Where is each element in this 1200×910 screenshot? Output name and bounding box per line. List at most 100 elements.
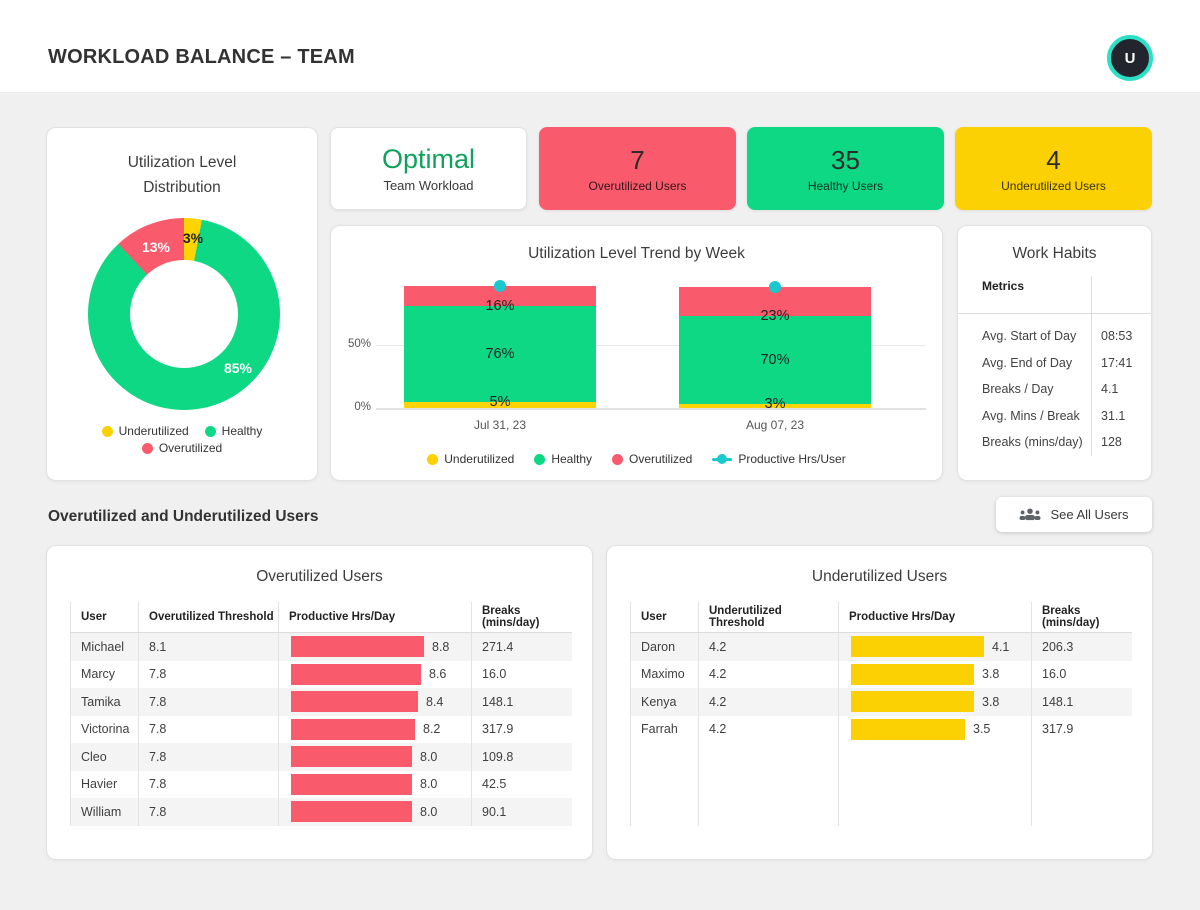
legend-item-underutilized[interactable]: Underutilized	[427, 452, 514, 466]
kpi-value: Optimal	[381, 144, 476, 174]
work-habits-title: Work Habits	[1012, 245, 1097, 262]
table-header-row: User Underutilized Threshold Productive …	[630, 602, 1132, 633]
table-row: Marcy 7.8 8.6 16.0	[70, 660, 572, 688]
y-tick-50: 50%	[347, 338, 371, 350]
underutilized-users-card: Underutilized Users User Underutilized T…	[606, 545, 1153, 860]
donut-label-healthy: 85%	[223, 360, 253, 376]
donut-legend: Underutilized Healthy Overutilized	[47, 424, 317, 455]
donut-card-title: Utilization Level Distribution	[127, 154, 237, 196]
productive-hours-bar	[291, 801, 412, 823]
table-row: William 7.8 8.0 90.1	[70, 798, 572, 826]
overutilized-table-title: Overutilized Users	[256, 568, 383, 585]
utilization-trend-card: Utilization Level Trend by Week 50% 0% 1…	[330, 225, 943, 481]
table-row: Cleo 7.8 8.0 109.8	[70, 743, 572, 771]
user-avatar[interactable]: U	[1107, 35, 1153, 81]
overutilized-dot-icon	[612, 453, 623, 465]
table-row: Victorina 7.8 8.2 317.9	[70, 715, 572, 743]
underutilized-table: User Underutilized Threshold Productive …	[630, 602, 1132, 826]
kpi-value: 4	[1046, 144, 1061, 175]
divider	[958, 313, 1151, 314]
habit-row: Avg. Mins / Break 31.1	[982, 408, 1126, 423]
legend-item-healthy[interactable]: Healthy	[204, 424, 262, 438]
kpi-label: Overutilized Users	[588, 178, 687, 193]
productive-hours-bar	[291, 718, 415, 740]
underutilized-segment: 3%	[679, 396, 871, 412]
donut-label-overutilized: 13%	[141, 239, 171, 255]
healthy-dot-icon	[204, 425, 216, 437]
kpi-team-workload: Optimal Team Workload	[330, 127, 527, 210]
productive-hours-bar	[851, 663, 974, 685]
table-row: Michael 8.1 8.8 271.4	[70, 633, 572, 661]
healthy-dot-icon	[534, 453, 546, 465]
people-icon	[1019, 507, 1041, 522]
legend-item-healthy[interactable]: Healthy	[534, 452, 592, 466]
underutilized-segment: 5%	[404, 394, 596, 410]
avatar-letter: U	[1124, 49, 1136, 67]
kpi-label: Team Workload	[383, 178, 474, 193]
divider	[1091, 276, 1092, 456]
productive-hours-bar	[851, 691, 974, 713]
productive-hours-bar	[851, 636, 984, 658]
legend-item-underutilized[interactable]: Underutilized	[101, 424, 189, 438]
underutilized-table-title: Underutilized Users	[811, 568, 948, 585]
table-header-row: User Overutilized Threshold Productive H…	[70, 602, 572, 633]
productive-hours-bar	[851, 718, 965, 740]
see-all-users-button[interactable]: See All Users	[996, 497, 1152, 532]
stacked-bar-week-2: 23% 70% 3%	[679, 282, 871, 412]
productive-hours-bar	[291, 691, 418, 713]
app-header: WORKLOAD BALANCE – TEAM U	[0, 0, 1200, 93]
productive-hours-bar	[291, 663, 421, 685]
kpi-overutilized-users: 7 Overutilized Users	[539, 127, 736, 210]
productive-hours-bar	[291, 746, 412, 768]
legend-item-overutilized[interactable]: Overutilized	[141, 441, 222, 455]
axis-baseline	[376, 408, 926, 410]
kpi-value: 35	[831, 144, 860, 175]
kpi-label: Underutilized Users	[1001, 178, 1106, 193]
table-row: Havier 7.8 8.0 42.5	[70, 770, 572, 798]
donut-hole	[130, 260, 238, 368]
table-empty-area	[630, 743, 1132, 826]
see-all-users-label: See All Users	[1050, 507, 1129, 522]
gridline-50	[376, 345, 926, 346]
productive-hours-bar	[291, 636, 424, 658]
kpi-label: Healthy Users	[807, 178, 884, 193]
x-label-week-2: Aug 07, 23	[745, 418, 805, 432]
utilization-distribution-card: Utilization Level Distribution 3% 13% 85…	[46, 127, 318, 481]
overutilized-users-card: Overutilized Users User Overutilized Thr…	[46, 545, 593, 860]
productive-hours-dot	[769, 281, 781, 294]
table-row: Daron 4.2 4.1 206.3	[630, 633, 1132, 661]
habit-row: Breaks (mins/day) 128	[982, 435, 1122, 450]
underutilized-dot-icon	[427, 453, 439, 465]
table-row: Tamika 7.8 8.4 148.1	[70, 688, 572, 716]
metrics-column-header: Metrics	[982, 279, 1025, 293]
page-title: WORKLOAD BALANCE – TEAM	[48, 46, 355, 68]
stacked-bar-week-1: 16% 76% 5%	[404, 282, 596, 410]
trend-card-title: Utilization Level Trend by Week	[528, 245, 745, 262]
kpi-healthy-users: 35 Healthy Users	[747, 127, 944, 210]
overutilized-dot-icon	[141, 442, 153, 454]
work-habits-rows: Avg. Start of Day 08:53 Avg. End of Day 17…	[982, 323, 1143, 456]
y-tick-0: 0%	[354, 401, 371, 413]
healthy-segment: 76%	[404, 305, 596, 402]
productive-hours-bar	[291, 773, 412, 795]
trend-legend: Underutilized Healthy Overutilized Produ…	[331, 452, 942, 466]
table-row: Maximo 4.2 3.8 16.0	[630, 660, 1132, 688]
underutilized-dot-icon	[101, 425, 113, 437]
legend-item-overutilized[interactable]: Overutilized	[612, 452, 692, 466]
overutilized-table: User Overutilized Threshold Productive H…	[70, 602, 572, 826]
line-marker-icon	[712, 454, 733, 464]
donut-chart: 3% 13% 85%	[88, 218, 280, 410]
table-row: Farrah 4.2 3.5 317.9	[630, 715, 1132, 743]
kpi-value: 7	[630, 144, 645, 175]
habit-row: Avg. End of Day 17:41	[982, 355, 1133, 370]
table-row: Kenya 4.2 3.8 148.1	[630, 688, 1132, 716]
work-habits-card: Work Habits Metrics Avg. Start of Day 08:…	[957, 225, 1152, 481]
donut-label-underutilized: 3%	[182, 230, 204, 246]
productive-hours-dot	[494, 279, 506, 292]
habit-row: Breaks / Day 4.1	[982, 382, 1119, 397]
healthy-segment: 70%	[679, 316, 871, 405]
x-label-week-1: Jul 31, 23	[473, 418, 527, 432]
legend-item-productive-hours[interactable]: Productive Hrs/User	[712, 452, 846, 466]
kpi-underutilized-users: 4 Underutilized Users	[955, 127, 1152, 210]
